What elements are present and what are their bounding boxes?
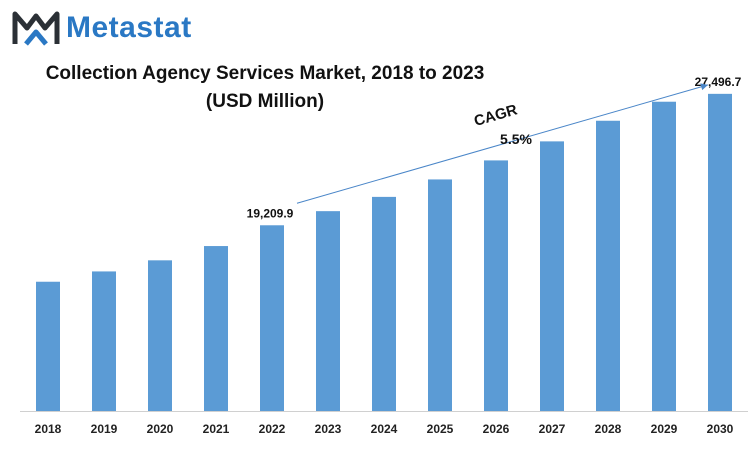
bar-2026 (484, 160, 508, 411)
x-tick-label-2028: 2028 (595, 422, 622, 436)
bar-2020 (148, 260, 172, 411)
bar-2027 (540, 141, 564, 412)
x-tick-label-2018: 2018 (35, 422, 62, 436)
bar-2024 (372, 196, 396, 411)
x-tick-label-2026: 2026 (483, 422, 510, 436)
bar-2025 (428, 179, 452, 411)
bar-2021 (204, 246, 228, 411)
brand-logo: Metastat (12, 8, 192, 48)
x-tick-label-2021: 2021 (203, 422, 230, 436)
bar-2030 (708, 93, 732, 411)
chart-title: Collection Agency Services Market, 2018 … (45, 63, 485, 84)
chart-subtitle: (USD Million) (205, 91, 325, 112)
data-label-2022: 19,209.9 (247, 206, 294, 220)
bar-2018 (36, 281, 60, 411)
x-tick-label-2027: 2027 (539, 422, 566, 436)
bar-2023 (316, 211, 340, 411)
x-tick-label-2029: 2029 (651, 422, 678, 436)
x-tick-label-2020: 2020 (147, 422, 174, 436)
x-tick-label-2023: 2023 (315, 422, 342, 436)
bar-2028 (596, 120, 620, 412)
bar-2029 (652, 101, 676, 411)
metastat-logo-icon (12, 11, 60, 46)
brand-name: Metastat (66, 11, 192, 44)
chart-title-block: Collection Agency Services Market, 2018 … (30, 60, 500, 116)
cagr-label: CAGR (472, 101, 519, 130)
cagr-value: 5.5% (500, 131, 532, 147)
cagr-arrow-head (700, 83, 708, 91)
bar-2022 (260, 225, 284, 411)
x-tick-label-2022: 2022 (259, 422, 286, 436)
x-tick-label-2025: 2025 (427, 422, 454, 436)
x-tick-label-2019: 2019 (91, 422, 118, 436)
bar-2019 (92, 271, 116, 411)
x-tick-label-2030: 2030 (707, 422, 734, 436)
cagr-arrow-line (296, 84, 709, 204)
x-tick-label-2024: 2024 (371, 422, 398, 436)
